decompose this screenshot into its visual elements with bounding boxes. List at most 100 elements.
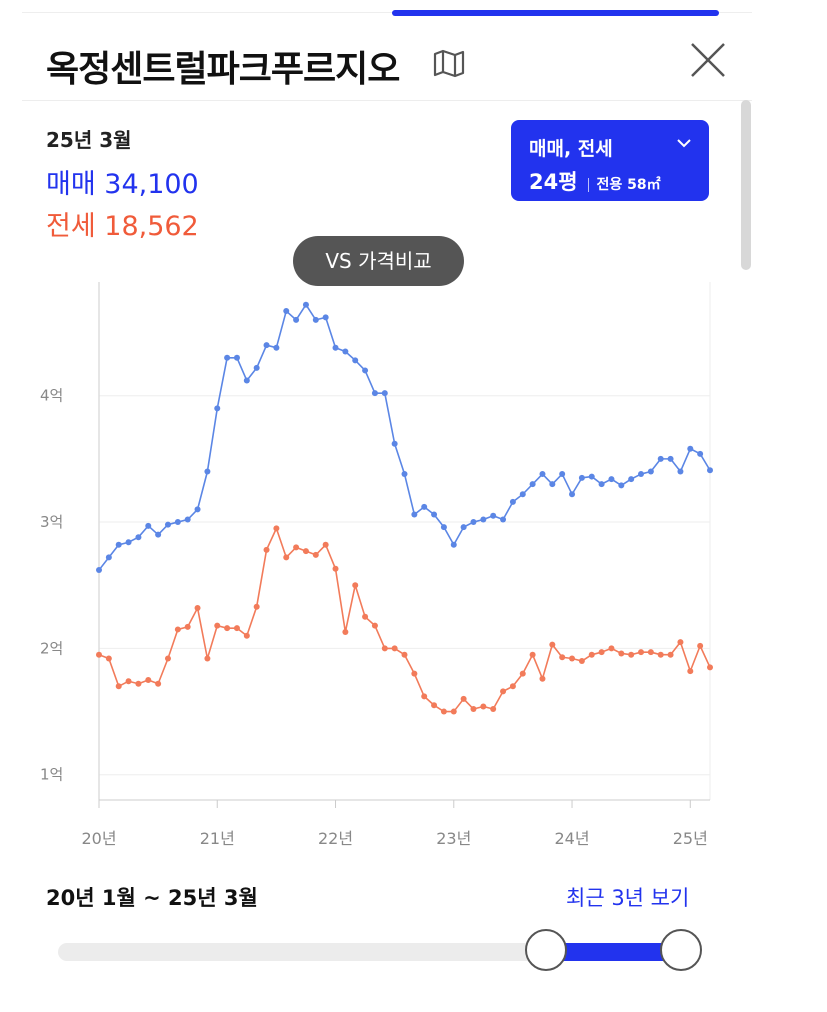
jeonse-data-point	[539, 675, 546, 682]
close-icon[interactable]	[686, 38, 730, 82]
trade-type-selector[interactable]: 매매, 전세 24평 전용 58㎡	[511, 120, 709, 201]
jeonse-data-point	[569, 655, 576, 662]
scrollbar[interactable]	[741, 100, 751, 270]
sale-data-point	[500, 516, 507, 523]
selected-date: 25년 3월	[46, 128, 132, 152]
sale-data-point	[302, 301, 309, 308]
y-tick-label: 4억	[40, 387, 63, 405]
top-border	[22, 12, 752, 13]
sale-data-point	[707, 467, 713, 474]
sale-data-point	[391, 440, 398, 447]
jeonse-data-point	[381, 645, 388, 652]
sale-data-point	[598, 481, 605, 488]
sale-data-point	[647, 468, 654, 475]
sale-data-point	[322, 314, 329, 321]
jeonse-data-point	[322, 541, 329, 548]
jeonse-data-point	[214, 622, 221, 629]
sale-data-point	[450, 541, 457, 548]
sale-data-point	[155, 531, 162, 538]
jeonse-data-point	[628, 651, 635, 658]
jeonse-data-point	[677, 639, 684, 646]
jeonse-data-point	[509, 683, 516, 690]
sale-data-point	[263, 342, 270, 349]
sale-data-point	[411, 511, 418, 518]
sale-data-point	[578, 474, 585, 481]
date-range-label: 20년 1월 ~ 25년 3월	[46, 886, 258, 910]
jeonse-data-point	[224, 625, 231, 632]
jeonse-data-point	[549, 641, 556, 648]
separator	[587, 177, 589, 192]
jeonse-data-point	[332, 565, 339, 572]
sale-data-point	[421, 503, 428, 510]
sale-data-point	[697, 450, 704, 457]
sale-data-point	[480, 516, 487, 523]
jeonse-data-point	[500, 688, 507, 695]
sale-data-point	[233, 354, 240, 361]
price-chart: 1억 2억 3억 4억 20년 21년 22년 23년 24년 25년	[40, 282, 713, 848]
recent-3-years-link[interactable]: 최근 3년 보기	[566, 886, 690, 910]
sale-data-point	[371, 390, 378, 397]
jeonse-data-point	[342, 628, 349, 635]
chevron-down-icon	[677, 139, 691, 148]
price-compare-button[interactable]: VS 가격비교	[293, 236, 464, 286]
jeonse-data-point	[105, 655, 112, 662]
sale-price-line	[98, 303, 711, 571]
jeonse-data-point	[194, 604, 201, 611]
sale-data-point	[529, 481, 536, 488]
jeonse-price-line	[98, 527, 711, 713]
sale-data-point	[164, 521, 171, 528]
jeonse-data-point	[480, 703, 487, 710]
sale-data-point	[470, 519, 477, 526]
range-slider-fill	[545, 943, 681, 961]
x-tick-label: 25년	[673, 829, 708, 848]
jeonse-data-point	[519, 670, 526, 677]
jeonse-data-point	[174, 626, 181, 633]
sale-data-point	[628, 476, 635, 483]
sale-data-point	[401, 471, 408, 478]
sale-data-point	[440, 524, 447, 531]
sale-data-point	[490, 512, 497, 519]
jeonse-data-point	[647, 649, 654, 656]
sale-data-point	[283, 308, 290, 315]
sale-data-point	[559, 471, 566, 478]
jeonse-data-point	[312, 551, 319, 558]
sale-data-point	[115, 541, 122, 548]
jeonse-data-point	[421, 693, 428, 700]
jeonse-data-point	[411, 670, 418, 677]
sale-data-point	[539, 471, 546, 478]
sale-data-point	[569, 491, 576, 498]
sale-data-point	[273, 344, 280, 351]
sale-data-point	[638, 471, 645, 478]
jeonse-data-point	[657, 651, 664, 658]
sale-data-point	[352, 357, 359, 364]
jeonse-data-point	[115, 683, 122, 690]
sale-data-point	[381, 390, 388, 397]
sale-data-point	[519, 491, 526, 498]
range-slider-end-handle[interactable]	[659, 929, 702, 971]
header-divider	[22, 100, 752, 101]
sale-data-point	[657, 455, 664, 462]
x-tick-label: 24년	[554, 829, 589, 848]
sale-data-point	[184, 516, 191, 523]
jeonse-data-point	[362, 613, 369, 620]
size-info: 24평 전용 58㎡	[529, 166, 661, 196]
jeonse-data-point	[460, 695, 467, 702]
sale-data-point	[96, 567, 102, 574]
jeonse-data-point	[164, 655, 171, 662]
sale-data-point	[608, 476, 615, 483]
jeonse-data-point	[440, 708, 447, 715]
y-tick-label: 3억	[40, 513, 63, 531]
active-tab-indicator	[392, 10, 719, 16]
range-slider-start-handle[interactable]	[524, 929, 567, 971]
sale-data-point	[687, 445, 694, 452]
sale-price: 매매 34,100	[46, 169, 199, 200]
sale-data-point	[588, 473, 595, 480]
jeonse-data-point	[490, 706, 497, 713]
map-icon[interactable]	[432, 48, 466, 78]
sale-data-point	[549, 481, 556, 488]
sale-data-point	[618, 482, 625, 489]
jeonse-data-point	[243, 632, 250, 639]
sale-data-point	[293, 316, 300, 323]
x-tick-label: 20년	[81, 829, 116, 848]
sale-data-point	[253, 364, 260, 371]
